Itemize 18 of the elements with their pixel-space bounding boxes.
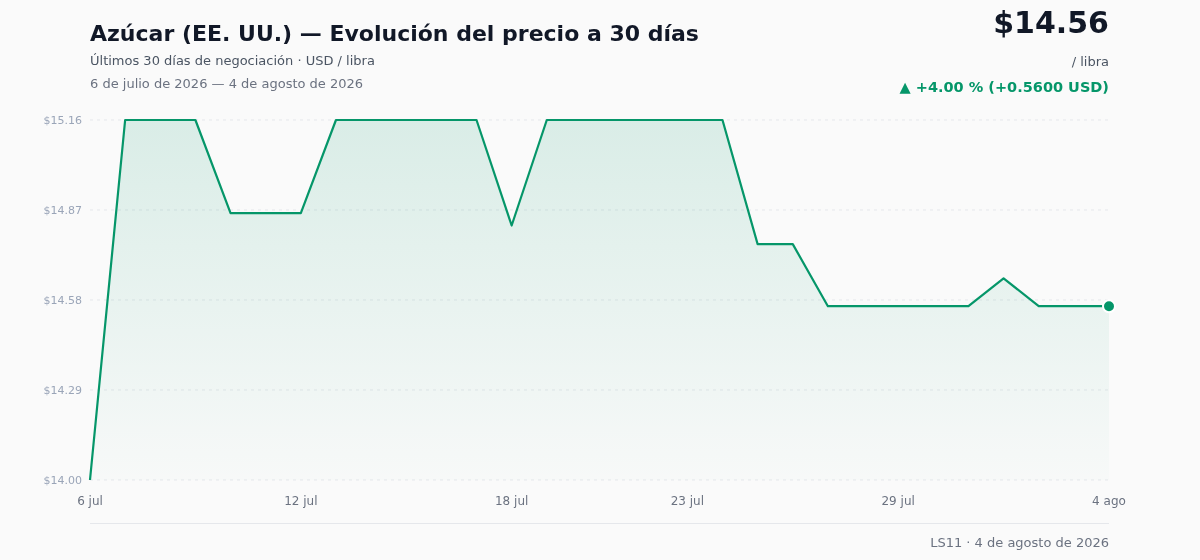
y-tick-label: $14.87 — [43, 203, 82, 217]
x-tick-label: 23 jul — [670, 493, 705, 508]
x-tick-label: 29 jul — [881, 493, 915, 508]
x-tick-label: 18 jul — [494, 493, 529, 508]
chart-title: Azúcar (EE. UU.) — Evolución del precio a 30 días — [90, 20, 699, 48]
text: / libra — [1071, 53, 1109, 71]
x-tick-label: 4 ago — [1092, 493, 1126, 508]
x-tick-label: 6 jul — [77, 493, 103, 508]
text: 6 de julio de 2026 — 4 de agosto de 2026 — [90, 75, 364, 93]
chart-subtitle: Últimos 30 días de negociación · USD / libra — [90, 52, 375, 70]
y-tick-label: $14.00 — [43, 473, 82, 487]
y-tick-label: $15.16 — [43, 113, 82, 127]
text: LS11 · 4 de agosto de 2026 — [930, 534, 1109, 552]
y-tick-label: $14.29 — [43, 383, 82, 397]
x-tick-label: 12 jul — [284, 493, 318, 508]
text: ▲ +4.00 % (+0.5600 USD) — [899, 78, 1109, 97]
y-tick-label: $14.58 — [43, 293, 82, 307]
text: $14.56 — [993, 5, 1109, 40]
